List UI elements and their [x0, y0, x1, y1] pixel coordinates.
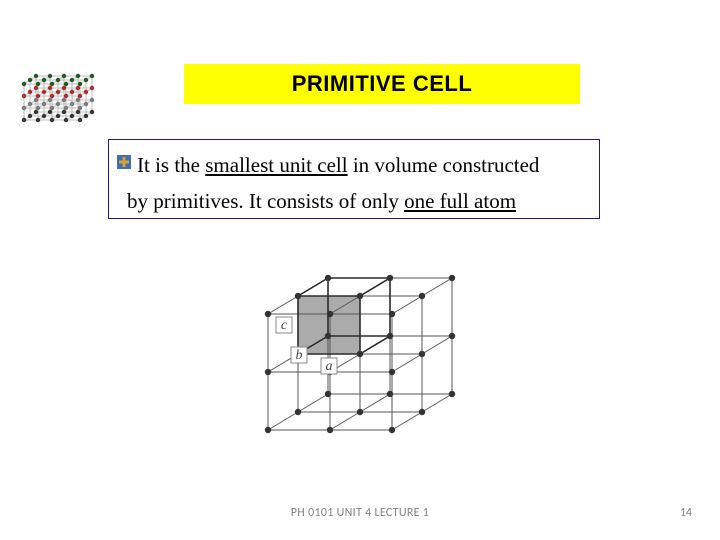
svg-text:a: a — [326, 359, 333, 374]
body-line1-underline: smallest unit cell — [205, 153, 347, 177]
page-number: 14 — [680, 506, 692, 520]
body-line1-post: in volume constructed — [348, 153, 540, 177]
footer-center: PH 0101 UNIT 4 LECTURE 1 — [0, 506, 720, 520]
svg-text:b: b — [296, 348, 303, 363]
body-text-box: It is the smallest unit cell in volume c… — [108, 139, 600, 219]
svg-text:c: c — [281, 318, 288, 333]
body-line2-pre: by primitives. It consists of only — [127, 189, 404, 213]
lattice-thumbnail — [12, 60, 104, 132]
body-line-1: It is the smallest unit cell in volume c… — [137, 148, 587, 184]
body-line2-underline: one full atom — [404, 189, 516, 213]
slide: PRIMITIVE CELL It is the smallest unit c… — [0, 0, 720, 540]
slide-title: PRIMITIVE CELL — [184, 64, 580, 104]
lattice-diagram: cb a — [224, 238, 496, 458]
body-line1-pre: It is the — [137, 153, 205, 177]
body-line-2: by primitives. It consists of only one f… — [117, 184, 587, 220]
bullet-icon — [117, 155, 131, 169]
